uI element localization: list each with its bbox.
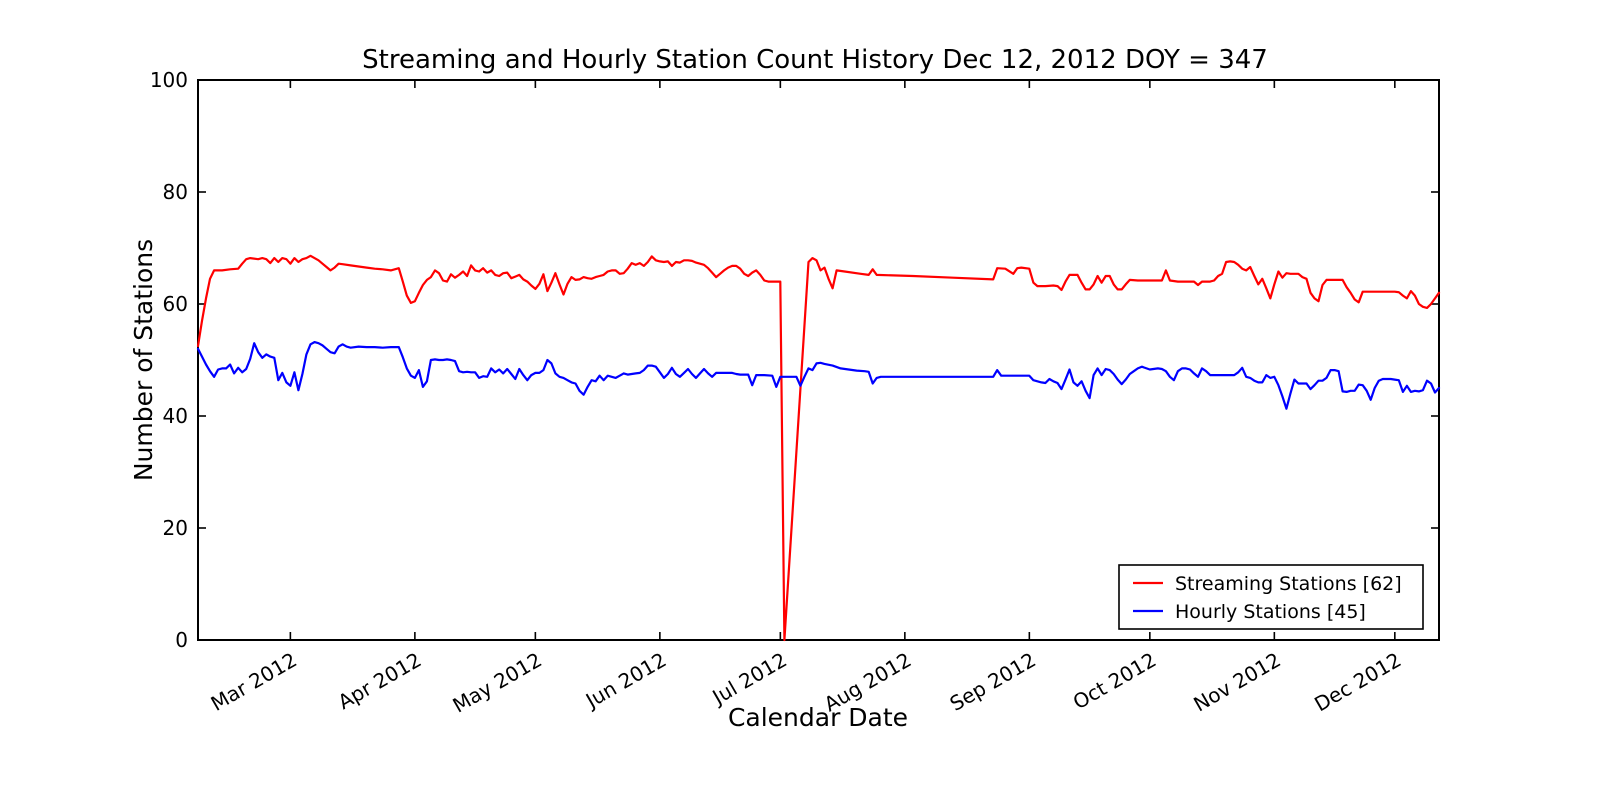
- x-tick-label: Mar 2012: [207, 648, 301, 716]
- streaming-stations-line: [196, 254, 1441, 642]
- legend-label: Streaming Stations [62]: [1175, 573, 1402, 595]
- x-tick-label: Jul 2012: [707, 648, 791, 710]
- y-tick-label: 40: [163, 404, 188, 428]
- legend-label: Hourly Stations [45]: [1175, 601, 1366, 623]
- x-tick-label: Oct 2012: [1069, 648, 1161, 715]
- y-tick-label: 60: [163, 292, 188, 316]
- y-tick-label: 20: [163, 516, 188, 540]
- x-tick-label: May 2012: [448, 648, 545, 718]
- y-axis-label: Number of Stations: [129, 239, 158, 481]
- y-tick-label: 80: [163, 180, 188, 204]
- legend-box: [1118, 564, 1424, 630]
- y-tick-label: 0: [175, 628, 188, 652]
- x-axis-label: Calendar Date: [728, 703, 908, 732]
- x-tick-label: Dec 2012: [1310, 648, 1405, 717]
- x-tick-label: Sep 2012: [946, 648, 1040, 716]
- x-tick-label: Apr 2012: [334, 648, 426, 715]
- y-tick-label: 100: [150, 68, 188, 92]
- x-tick-label: Nov 2012: [1189, 648, 1284, 717]
- axes-frame: [197, 79, 1440, 641]
- chart-title: Streaming and Hourly Station Count Histo…: [362, 45, 1268, 75]
- plot-area: 0 20 40 60 80 100 Mar 2012 Apr 2012 May 2012 Jun …: [150, 68, 1441, 718]
- hourly-stations-line: [196, 341, 1441, 410]
- x-tick-label: Jun 2012: [580, 648, 670, 714]
